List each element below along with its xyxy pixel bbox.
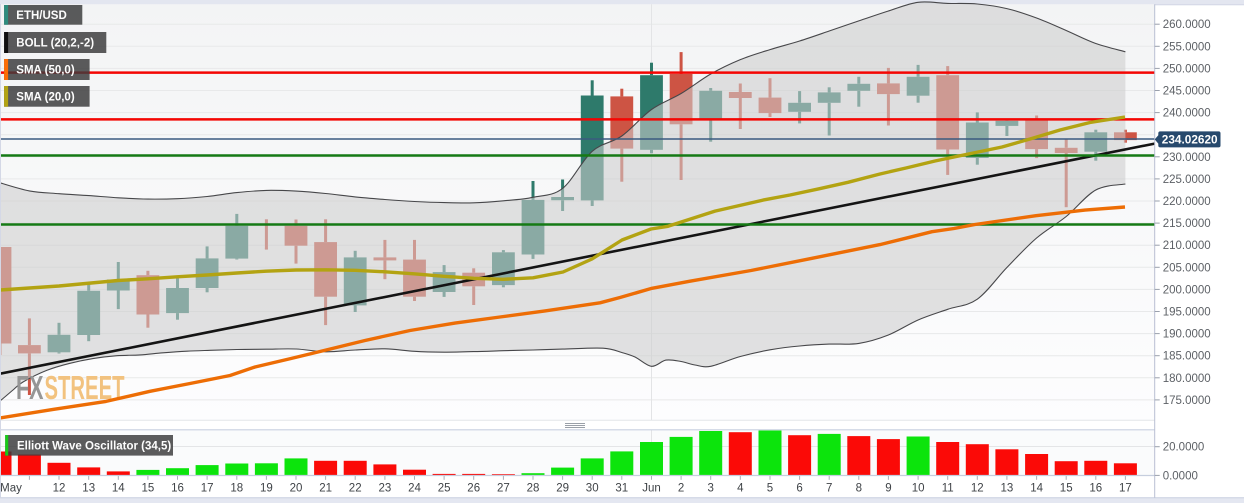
svg-text:13: 13 [1001, 483, 1014, 495]
svg-text:BOLL (20,2,-2): BOLL (20,2,-2) [16, 38, 94, 50]
svg-text:2: 2 [678, 483, 684, 495]
svg-text:4: 4 [737, 483, 744, 495]
svg-text:SMA (50,0): SMA (50,0) [16, 65, 75, 77]
svg-text:13: 13 [82, 483, 95, 495]
svg-text:17: 17 [1119, 483, 1132, 495]
svg-text:245.0000: 245.0000 [1163, 86, 1211, 98]
svg-text:27: 27 [497, 483, 510, 495]
svg-text:28: 28 [527, 483, 540, 495]
svg-text:7: 7 [826, 483, 832, 495]
svg-text:260.0000: 260.0000 [1163, 19, 1211, 31]
svg-text:Elliott Wave Oscillator (34,5): Elliott Wave Oscillator (34,5) [17, 440, 171, 452]
svg-text:ETH/USD: ETH/USD [16, 10, 66, 22]
svg-text:19: 19 [260, 483, 273, 495]
svg-text:195.0000: 195.0000 [1163, 307, 1211, 319]
svg-text:30: 30 [586, 483, 599, 495]
svg-text:200.0000: 200.0000 [1163, 284, 1211, 296]
svg-text:3: 3 [707, 483, 713, 495]
svg-text:FX: FX [16, 370, 44, 407]
svg-text:185.0000: 185.0000 [1163, 351, 1211, 363]
svg-text:17: 17 [201, 483, 214, 495]
svg-text:31: 31 [615, 483, 628, 495]
svg-text:21: 21 [319, 483, 332, 495]
svg-text:15: 15 [1060, 483, 1073, 495]
svg-text:230.0000: 230.0000 [1163, 152, 1211, 164]
svg-text:234.02620: 234.02620 [1162, 133, 1218, 147]
svg-text:5: 5 [767, 483, 773, 495]
svg-text:6: 6 [796, 483, 802, 495]
svg-text:240.0000: 240.0000 [1163, 108, 1211, 120]
svg-text:10: 10 [912, 483, 925, 495]
svg-text:26: 26 [467, 483, 480, 495]
svg-text:11: 11 [942, 483, 954, 495]
svg-text:22: 22 [349, 483, 362, 495]
svg-text:210.0000: 210.0000 [1163, 240, 1211, 252]
svg-text:250.0000: 250.0000 [1163, 63, 1211, 75]
svg-text:8: 8 [856, 483, 862, 495]
svg-text:23: 23 [379, 483, 392, 495]
svg-text:16: 16 [1089, 483, 1102, 495]
svg-text:25: 25 [438, 483, 451, 495]
svg-text:SMA (20,0): SMA (20,0) [16, 91, 75, 103]
svg-text:14: 14 [1030, 483, 1043, 495]
svg-text:16: 16 [171, 483, 184, 495]
svg-text:20.0000: 20.0000 [1163, 442, 1205, 454]
svg-text:180.0000: 180.0000 [1163, 373, 1211, 385]
svg-text:175.0000: 175.0000 [1163, 395, 1211, 407]
svg-text:215.0000: 215.0000 [1163, 218, 1211, 230]
svg-text:14: 14 [112, 483, 125, 495]
svg-text:15: 15 [142, 483, 155, 495]
svg-text:0.0000: 0.0000 [1163, 470, 1198, 482]
svg-text:May: May [0, 483, 22, 495]
svg-text:225.0000: 225.0000 [1163, 174, 1211, 186]
svg-text:12: 12 [53, 483, 66, 495]
svg-text:18: 18 [230, 483, 243, 495]
svg-text:12: 12 [971, 483, 984, 495]
svg-text:255.0000: 255.0000 [1163, 41, 1211, 53]
svg-text:24: 24 [408, 483, 421, 495]
svg-text:20: 20 [290, 483, 303, 495]
svg-text:190.0000: 190.0000 [1163, 329, 1211, 341]
svg-text:Jun: Jun [642, 483, 661, 495]
svg-text:220.0000: 220.0000 [1163, 196, 1211, 208]
svg-text:29: 29 [556, 483, 569, 495]
svg-text:205.0000: 205.0000 [1163, 262, 1211, 274]
svg-text:9: 9 [885, 483, 891, 495]
